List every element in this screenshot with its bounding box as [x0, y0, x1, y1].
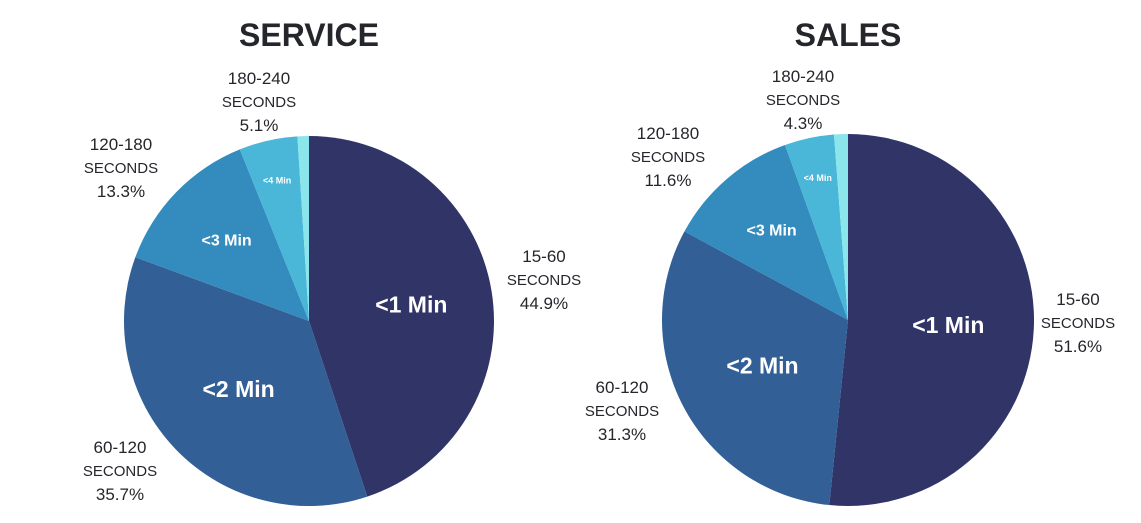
- slice-range: 120-180: [90, 135, 152, 154]
- slice-label: <1 Min: [912, 312, 984, 338]
- pie-slice: [309, 136, 494, 497]
- slice-outer-label: 15-60 SECONDS 51.6%: [1041, 290, 1115, 356]
- slice-unit: SECONDS: [1041, 315, 1115, 332]
- slice-label: <2 Min: [202, 376, 274, 402]
- slice-label: <4 Min: [804, 173, 832, 183]
- slice-range: 60-120: [94, 438, 147, 457]
- slice-unit: SECONDS: [507, 272, 581, 289]
- slice-label: <5 Min: [311, 127, 339, 137]
- slice-label: <3 Min: [201, 233, 251, 250]
- pie-slice: [829, 134, 1035, 506]
- slice-unit: SECONDS: [766, 92, 840, 109]
- slice-unit: SECONDS: [585, 403, 659, 420]
- slice-outer-label: 120-180 SECONDS 11.6%: [631, 124, 705, 190]
- slice-unit: SECONDS: [84, 160, 158, 177]
- slice-outer-label: 15-60 SECONDS 44.9%: [507, 247, 581, 313]
- slice-label: <4 Min: [263, 175, 291, 185]
- slice-range: 180-240: [228, 69, 290, 88]
- slice-pct-label: 5.1%: [240, 116, 279, 135]
- slice-range: 120-180: [637, 124, 699, 143]
- chart-title: SERVICE: [239, 17, 379, 53]
- slice-pct-label: 35.7%: [96, 485, 144, 504]
- slice-outer-label: 120-180 SECONDS 13.3%: [84, 135, 158, 201]
- slice-range: 15-60: [1056, 290, 1099, 309]
- pie-slice: [833, 134, 848, 320]
- sales-pie-chart: SALES <1 Min 15-60 SECONDS 51.6% <2 Min 60-120…: [585, 17, 1115, 506]
- slice-pct-label: 11.6%: [645, 171, 692, 190]
- slice-outer-label: 180-240 SECONDS 5.1%: [222, 69, 296, 135]
- slice-label: <2 Min: [726, 352, 798, 378]
- slice-range: 60-120: [596, 378, 649, 397]
- pie-slice: [784, 134, 848, 320]
- slice-range: 15-60: [522, 247, 565, 266]
- slice-outer-label: 60-120 SECONDS 31.3%: [585, 378, 659, 444]
- service-pie-chart: SERVICE <1 Min 15-60 SECONDS 44.9% <2 Min 60-1…: [83, 17, 581, 506]
- pie-slice: [684, 145, 848, 320]
- slice-pct-label: 31.3%: [598, 425, 646, 444]
- slice-unit: SECONDS: [83, 463, 157, 480]
- pie-slice: [135, 149, 309, 321]
- slice-label: <1 Min: [375, 292, 447, 318]
- slice-pct-label: 44.9%: [520, 294, 568, 313]
- pie-slice: [239, 136, 309, 321]
- slice-pct-label: 13.3%: [97, 182, 145, 201]
- slice-unit: SECONDS: [631, 149, 705, 166]
- slice-range: 180-240: [772, 67, 834, 86]
- pie-slice: [662, 231, 848, 506]
- slice-unit: SECONDS: [222, 94, 296, 111]
- chart-title: SALES: [795, 17, 902, 53]
- slice-pct-label: 51.6%: [1054, 337, 1102, 356]
- pie-slice: [297, 136, 309, 321]
- pie-slice: [123, 257, 368, 506]
- slice-label: <5 Min: [851, 125, 879, 135]
- slice-label: <3 Min: [746, 223, 796, 240]
- slice-outer-label: 60-120 SECONDS 35.7%: [83, 438, 157, 504]
- slice-pct-label: 4.3%: [784, 114, 823, 133]
- slice-outer-label: 180-240 SECONDS 4.3%: [766, 67, 840, 133]
